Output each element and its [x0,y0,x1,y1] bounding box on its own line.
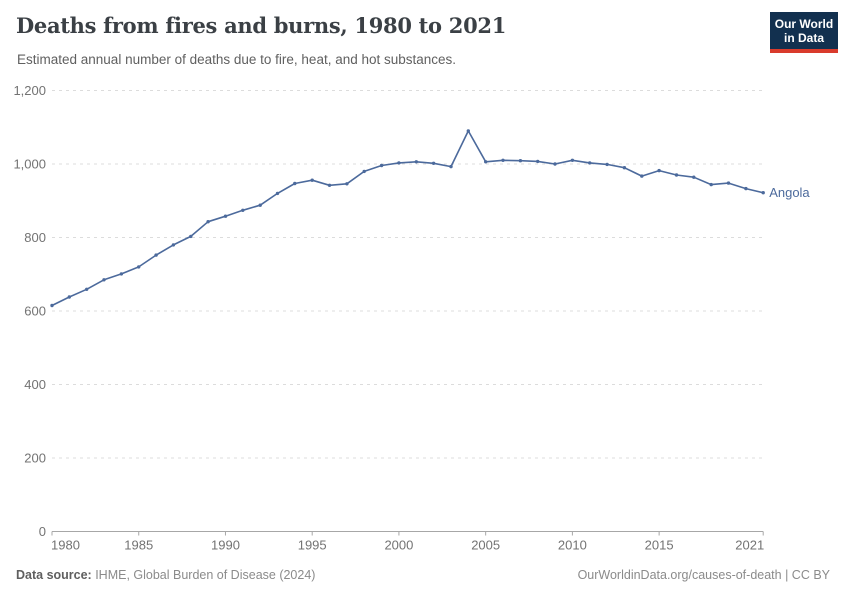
chart-subtitle: Estimated annual number of deaths due to… [17,52,457,67]
x-axis-labels: 1980 1985 1990 1995 2000 2005 2010 2015 2021 [51,538,764,553]
x-tick-label: 1985 [124,538,153,553]
data-point [536,159,540,164]
x-tick-label: 2010 [558,538,587,553]
data-point [310,178,314,182]
x-tick-label: 1995 [298,538,327,553]
data-point [67,295,72,299]
x-tick-label: 1990 [211,538,240,553]
data-point [657,168,661,173]
data-point [85,287,89,291]
x-tick-label: 2000 [384,538,413,553]
data-point [414,160,418,164]
data-point [362,169,366,174]
data-point [275,191,280,196]
y-tick-label: 800 [24,230,46,245]
data-point [258,203,262,207]
data-point [379,163,384,168]
owid-logo-text-line2: in Data [783,31,824,45]
data-point [709,182,713,187]
data-point [206,220,210,224]
data-point [223,214,228,218]
credit-link[interactable]: OurWorldinData.org/causes-of-death | CC … [577,568,830,582]
y-tick-label: 600 [24,304,46,319]
data-point [397,161,401,165]
data-line [51,130,765,307]
data-point [744,186,748,191]
data-point [171,243,176,247]
data-points [50,129,765,308]
series-end-label: Angola [769,185,810,200]
data-source-value: IHME, Global Burden of Disease (2024) [91,568,316,582]
data-point [327,183,332,187]
x-tick-label: 1980 [51,538,80,553]
x-tick-label: 2005 [471,538,500,553]
data-point [466,129,470,133]
data-point [622,166,627,170]
y-tick-label: 1,200 [13,83,46,98]
data-point [50,303,54,308]
data-point [501,158,505,162]
y-axis-labels: 0 200 400 600 800 1,000 1,200 [13,83,46,539]
data-point [241,208,245,212]
data-point [484,160,488,164]
data-point [605,162,609,167]
y-gridlines [52,90,764,459]
x-tick-label: 2021 [735,538,764,553]
data-point [518,159,523,163]
y-tick-label: 0 [39,524,46,539]
data-point [102,278,106,282]
data-point [726,181,731,185]
y-tick-label: 200 [24,451,46,466]
owid-logo-text-line1: Our World [774,17,834,31]
data-point [553,162,557,166]
data-point [570,158,575,162]
data-point [137,265,141,269]
x-tick-label: 2015 [645,538,674,553]
data-point [674,173,679,177]
data-point [588,161,592,165]
data-point [692,175,696,179]
owid-logo: Our World in Data [770,12,838,53]
data-point [761,191,765,195]
y-tick-label: 400 [24,377,46,392]
data-point [640,174,644,178]
line-series [51,130,765,307]
data-point [119,272,124,276]
data-source: Data source: IHME, Global Burden of Dise… [16,568,315,582]
data-source-label: Data source: [16,568,92,582]
page-title: Deaths from fires and burns, 1980 to 202… [16,13,507,38]
footer: Data source: IHME, Global Burden of Dise… [16,568,830,582]
data-point [189,234,193,239]
data-point [449,164,453,169]
data-point [154,253,158,257]
x-axis [51,531,764,536]
data-point [431,161,436,165]
series-label: Angola [769,185,810,200]
y-tick-label: 1,000 [13,157,46,172]
data-point [345,182,349,186]
data-point [293,181,297,186]
